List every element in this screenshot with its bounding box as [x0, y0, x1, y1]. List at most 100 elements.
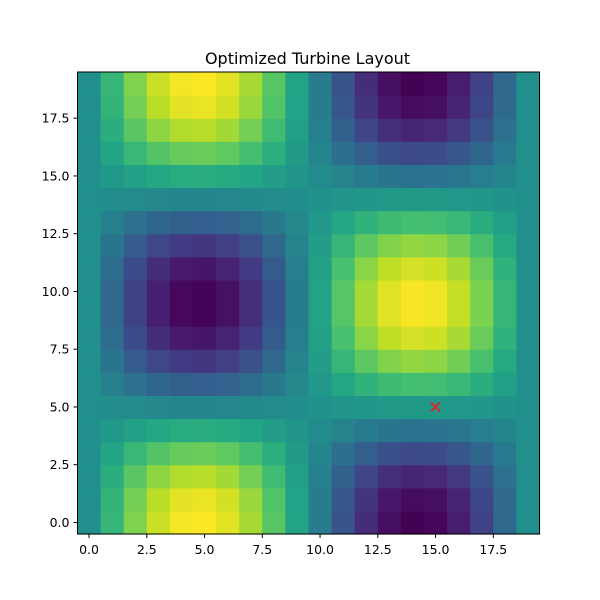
heatmap-cell	[377, 118, 402, 142]
heatmap-cell	[354, 441, 379, 466]
heatmap-cell	[400, 464, 425, 489]
heatmap-cell	[100, 395, 125, 420]
heatmap-cell	[77, 349, 102, 373]
heatmap-cell	[216, 349, 240, 373]
heatmap-cell	[377, 487, 402, 512]
heatmap-cell	[100, 95, 125, 119]
heatmap-cell	[377, 141, 402, 165]
heatmap-cell	[146, 279, 171, 304]
heatmap-cell	[285, 256, 310, 281]
heatmap-cell	[400, 372, 425, 396]
heatmap-cell	[169, 441, 194, 466]
heatmap-cell	[262, 487, 286, 512]
heatmap-cell	[377, 418, 402, 443]
heatmap-cell	[470, 141, 494, 165]
heatmap-cell	[400, 279, 425, 304]
heatmap-cell	[424, 464, 448, 489]
heatmap-cell	[424, 372, 448, 396]
heatmap-cell	[447, 303, 471, 327]
heatmap-cell	[470, 441, 494, 466]
turbine-marker	[430, 401, 441, 413]
heatmap-cell	[193, 372, 217, 396]
heatmap-cell	[447, 164, 471, 189]
heatmap-cell	[146, 510, 171, 535]
heatmap-cell	[354, 95, 379, 119]
heatmap-cell	[77, 418, 102, 443]
heatmap-cell	[285, 210, 310, 235]
heatmap-cell	[239, 418, 263, 443]
heatmap-cell	[123, 95, 148, 119]
heatmap-cell	[169, 72, 194, 96]
heatmap-cell	[239, 118, 263, 142]
heatmap-cell	[331, 187, 356, 212]
heatmap-cell	[262, 395, 286, 420]
heatmap-cell	[516, 441, 541, 466]
heatmap-cell	[193, 210, 217, 235]
heatmap-cell	[516, 372, 541, 396]
heatmap-cell	[354, 418, 379, 443]
heatmap-cell	[308, 303, 333, 327]
heatmap-cell	[377, 372, 402, 396]
heatmap-cell	[470, 256, 494, 281]
heatmap-cell	[100, 256, 125, 281]
heatmap-cell	[169, 141, 194, 165]
heatmap-cell	[424, 141, 448, 165]
heatmap-cell	[354, 464, 379, 489]
heatmap-cell	[100, 210, 125, 235]
heatmap-cell	[493, 441, 517, 466]
heatmap-cell	[77, 164, 102, 189]
heatmap-cell	[447, 95, 471, 119]
heatmap-cell	[216, 487, 240, 512]
heatmap-cell	[516, 187, 541, 212]
heatmap-cell	[193, 441, 217, 466]
heatmap-cell	[239, 164, 263, 189]
heatmap-cell	[400, 395, 425, 420]
heatmap-cell	[493, 118, 517, 142]
heatmap-cell	[239, 187, 263, 212]
heatmap-cell	[354, 187, 379, 212]
heatmap-cell	[216, 372, 240, 396]
heatmap-cell	[193, 510, 217, 535]
heatmap-cell	[308, 395, 333, 420]
heatmap-cell	[331, 418, 356, 443]
heatmap-cell	[216, 326, 240, 350]
heatmap-cell	[447, 233, 471, 258]
heatmap-cell	[493, 349, 517, 373]
heatmap-cell	[377, 441, 402, 466]
heatmap-cell	[100, 233, 125, 258]
heatmap-cell	[146, 256, 171, 281]
heatmap-cell	[377, 279, 402, 304]
heatmap-cell	[77, 441, 102, 466]
heatmap-cell	[331, 326, 356, 350]
heatmap-cell	[470, 418, 494, 443]
heatmap-cell	[493, 510, 517, 535]
heatmap-cell	[100, 141, 125, 165]
heatmap-cell	[239, 487, 263, 512]
heatmap-cell	[77, 233, 102, 258]
heatmap-cell	[169, 326, 194, 350]
heatmap-cells	[77, 72, 541, 535]
heatmap-cell	[216, 72, 240, 96]
x-axis: 0.0 2.5 5.0 7.5 10.0 12.5 15.0 17.5	[79, 534, 507, 557]
heatmap-cell	[146, 349, 171, 373]
heatmap-cell	[377, 349, 402, 373]
heatmap-cell	[123, 72, 148, 96]
heatmap-cell	[447, 372, 471, 396]
heatmap-cell	[470, 164, 494, 189]
heatmap-cell	[354, 210, 379, 235]
axes-frame	[77, 71, 540, 535]
heatmap-cell	[216, 233, 240, 258]
heatmap-cell	[123, 187, 148, 212]
x-tick-label: 7.5	[252, 542, 272, 557]
heatmap-cell	[354, 118, 379, 142]
x-tick-label: 2.5	[137, 542, 157, 557]
heatmap-cell	[424, 303, 448, 327]
heatmap-cell	[146, 118, 171, 142]
heatmap-cell	[239, 141, 263, 165]
heatmap-cell	[308, 72, 333, 96]
heatmap-cell	[400, 349, 425, 373]
heatmap-cell	[77, 141, 102, 165]
heatmap-cell	[216, 141, 240, 165]
heatmap-cell	[331, 441, 356, 466]
heatmap-cell	[262, 233, 286, 258]
